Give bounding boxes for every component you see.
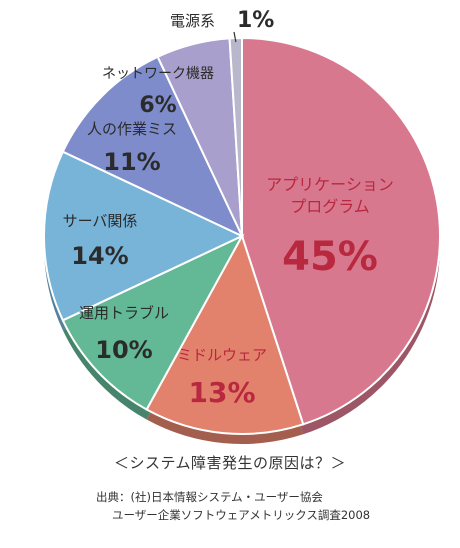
slice-value-label: 1%: [237, 8, 274, 33]
slice-label: 人の作業ミス: [87, 120, 177, 138]
pie-slices: [43, 36, 441, 435]
slice-value-label: 13%: [188, 376, 255, 409]
slice-label: ネットワーク機器: [102, 66, 214, 82]
slice-label: サーバ関係: [63, 212, 138, 230]
source-note: 出典：(社)日本情報システム・ユーザー協会 ユーザー企業ソフトウェアメトリックス…: [96, 488, 370, 524]
slice-value-label: 11%: [103, 148, 160, 176]
slice-label: アプリケーション: [266, 175, 394, 194]
chart-title: ＜システム障害発生の原因は？＞: [113, 454, 347, 472]
source-line-1: 出典：(社)日本情報システム・ユーザー協会: [96, 490, 323, 504]
slice-value-label: 6%: [139, 93, 176, 118]
pie-slice: [43, 150, 245, 322]
source-line-2: ユーザー企業ソフトウェアメトリックス調査2008: [112, 508, 371, 522]
leader-line: [233, 31, 237, 43]
slice-label: プログラム: [290, 197, 370, 216]
pie-slice: [228, 36, 243, 237]
slice-label: 電源系: [170, 12, 215, 30]
pie-slice: [61, 55, 245, 239]
slice-value-label: 45%: [282, 234, 378, 280]
pie-slice: [241, 36, 441, 426]
slice-label: 運用トラブル: [79, 304, 169, 322]
pie-slice: [61, 233, 245, 411]
slice-label: ミドルウェア: [177, 346, 267, 364]
slice-value-label: 10%: [95, 336, 152, 364]
slice-value-label: 14%: [71, 242, 128, 270]
pie-slice: [145, 233, 305, 435]
